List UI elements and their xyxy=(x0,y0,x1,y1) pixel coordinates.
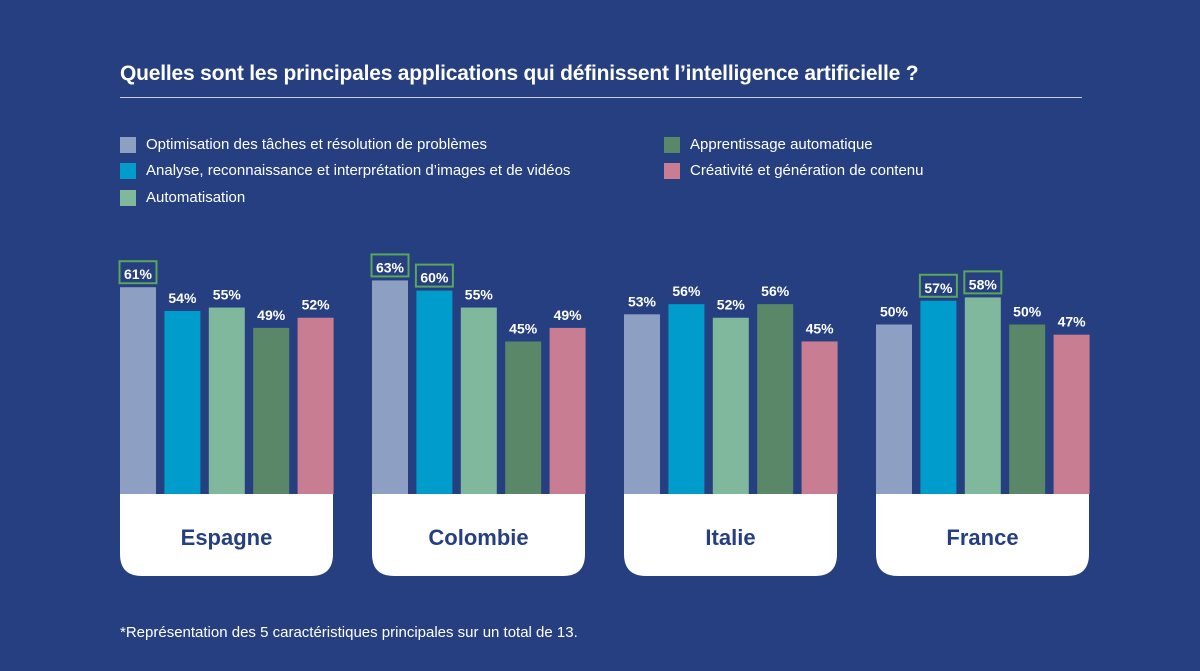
bar-italie-series-1 xyxy=(668,304,705,494)
bar-espagne-series-4 xyxy=(297,317,334,494)
bar-colombie-series-0 xyxy=(372,280,408,494)
legend-item-creativite: Créativité et génération de contenu xyxy=(664,162,924,179)
bar-italie-series-4 xyxy=(801,341,838,494)
legend-label-analyse-images: Analyse, reconnaissance et interprétatio… xyxy=(146,162,571,179)
highlight-box-colombie-series-0 xyxy=(370,253,410,278)
bar-italie-series-2 xyxy=(712,317,749,494)
bar-espagne-series-0 xyxy=(120,287,156,494)
bar-espagne-series-2 xyxy=(208,307,245,494)
bar-france-series-0 xyxy=(876,324,912,494)
highlight-box-colombie-series-1 xyxy=(414,263,454,288)
data-label-espagne-series-3: 49% xyxy=(257,307,286,323)
data-label-espagne-series-1: 54% xyxy=(168,290,197,306)
bar-espagne-series-1 xyxy=(164,310,201,494)
country-label-espagne: Espagne xyxy=(181,525,273,550)
data-label-italie-series-4: 45% xyxy=(806,320,835,336)
legend-label-apprentissage: Apprentissage automatique xyxy=(690,136,873,153)
country-panel-espagne xyxy=(120,494,333,576)
legend-swatch-analyse-images xyxy=(120,162,136,179)
data-label-colombie-series-3: 45% xyxy=(509,320,538,336)
data-label-colombie-series-1: 60% xyxy=(420,270,449,286)
data-label-colombie-series-2: 55% xyxy=(465,287,494,303)
bar-colombie-series-4 xyxy=(549,327,586,494)
legend-label-optimisation: Optimisation des tâches et résolution de… xyxy=(146,136,488,153)
country-label-italie: Italie xyxy=(705,525,755,550)
country-label-colombie: Colombie xyxy=(428,525,528,550)
legend-item-apprentissage: Apprentissage automatique xyxy=(664,136,873,153)
bar-france-series-2 xyxy=(964,297,1001,494)
data-label-france-series-4: 47% xyxy=(1058,314,1087,330)
legend-swatch-apprentissage xyxy=(664,136,680,153)
legend-swatch-optimisation xyxy=(120,136,136,153)
highlight-box-france-series-1 xyxy=(918,273,958,298)
legend-swatch-creativite xyxy=(664,162,680,179)
legend-item-analyse-images: Analyse, reconnaissance et interprétatio… xyxy=(120,162,570,179)
data-label-colombie-series-4: 49% xyxy=(554,307,583,323)
data-label-espagne-series-4: 52% xyxy=(302,297,331,313)
highlight-box-france-series-2 xyxy=(963,270,1003,295)
title-divider xyxy=(120,97,1082,98)
data-label-italie-series-0: 53% xyxy=(628,293,657,309)
bar-espagne-series-3 xyxy=(253,327,290,494)
data-label-espagne-series-0: 61% xyxy=(124,266,153,282)
legend-item-optimisation: Optimisation des tâches et résolution de… xyxy=(120,136,487,153)
data-label-espagne-series-2: 55% xyxy=(213,287,242,303)
bar-france-series-3 xyxy=(1009,324,1046,494)
data-label-italie-series-3: 56% xyxy=(761,283,790,299)
country-panel-france xyxy=(876,494,1089,576)
country-panel-colombie xyxy=(372,494,585,576)
legend-label-creativite: Créativité et génération de contenu xyxy=(690,162,924,179)
data-label-italie-series-1: 56% xyxy=(672,283,701,299)
footnote: *Représentation des 5 caractéristiques p… xyxy=(120,624,578,641)
bar-italie-series-0 xyxy=(624,314,660,494)
bar-colombie-series-1 xyxy=(416,290,453,494)
chart-title: Quelles sont les principales application… xyxy=(120,62,919,85)
country-panel-italie xyxy=(624,494,837,576)
legend-label-automatisation: Automatisation xyxy=(146,189,246,206)
data-label-france-series-3: 50% xyxy=(1013,304,1042,320)
bar-colombie-series-2 xyxy=(460,307,497,494)
data-label-colombie-series-0: 63% xyxy=(376,259,405,275)
bar-italie-series-3 xyxy=(757,304,794,494)
bar-france-series-1 xyxy=(920,300,957,494)
legend-item-automatisation: Automatisation xyxy=(120,189,245,206)
data-label-france-series-2: 58% xyxy=(969,276,998,292)
bar-colombie-series-3 xyxy=(505,341,542,494)
data-label-france-series-1: 57% xyxy=(924,280,953,296)
data-label-italie-series-2: 52% xyxy=(717,297,746,313)
country-label-france: France xyxy=(946,525,1018,550)
legend-swatch-automatisation xyxy=(120,189,136,206)
data-label-france-series-0: 50% xyxy=(880,304,909,320)
highlight-box-espagne-series-0 xyxy=(118,260,158,285)
bar-france-series-4 xyxy=(1053,334,1090,494)
